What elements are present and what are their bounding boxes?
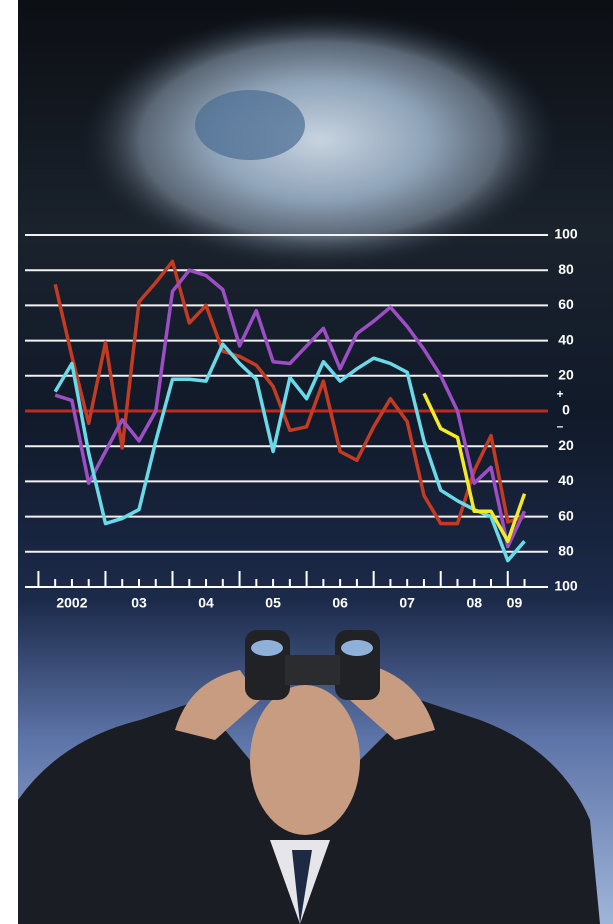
page: 100 80 60 40 20 0 20 40 60 80 100 + – 2002 03 04 05 06 07 0… bbox=[0, 0, 613, 924]
y-tick-label: 80 bbox=[558, 261, 574, 277]
y-tick-label: 40 bbox=[558, 472, 574, 488]
x-tick-label: 09 bbox=[507, 595, 523, 611]
x-tick-label: 08 bbox=[466, 595, 482, 611]
binocular-bridge bbox=[285, 655, 340, 685]
y-tick-label: 100 bbox=[554, 226, 578, 242]
y-tick-label: 80 bbox=[558, 543, 574, 559]
x-tick-label: 04 bbox=[198, 595, 214, 611]
x-tick-label: 05 bbox=[265, 595, 281, 611]
x-tick-label: 06 bbox=[332, 595, 348, 611]
cloud-light bbox=[80, 10, 560, 270]
y-tick-label: 20 bbox=[558, 437, 574, 453]
x-tick-label: 2002 bbox=[56, 595, 87, 611]
y-tick-label: 20 bbox=[558, 367, 574, 383]
face bbox=[250, 685, 360, 835]
x-tick-label: 03 bbox=[131, 595, 147, 611]
y-tick-label: 60 bbox=[558, 507, 574, 523]
sign-label: – bbox=[557, 419, 564, 433]
y-tick-label: 0 bbox=[562, 402, 570, 418]
x-tick-label: 07 bbox=[399, 595, 415, 611]
y-tick-label: 60 bbox=[558, 296, 574, 312]
y-tick-label: 100 bbox=[554, 578, 578, 594]
chart: 100 80 60 40 20 0 20 40 60 80 100 + – 2002 03 04 05 06 07 0… bbox=[0, 0, 613, 924]
lens-left bbox=[251, 640, 283, 656]
sign-label: + bbox=[556, 387, 563, 401]
y-tick-label: 40 bbox=[558, 331, 574, 347]
sky-hole bbox=[195, 90, 305, 160]
lens-right bbox=[341, 640, 373, 656]
